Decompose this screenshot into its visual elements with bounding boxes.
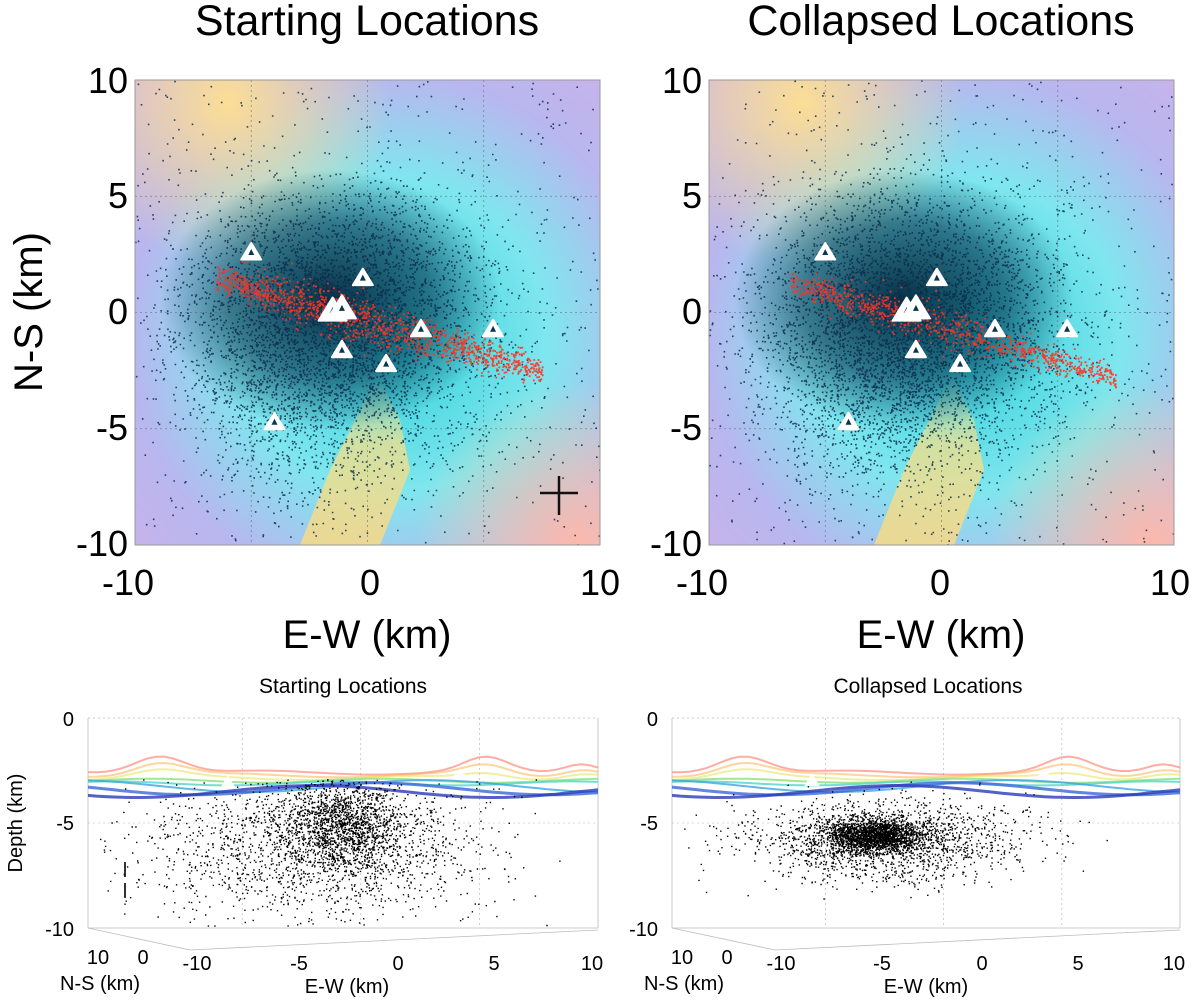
z-tick: -5 (56, 813, 74, 835)
x-tick: -5 (873, 953, 891, 975)
x-tick: 10 (1163, 953, 1185, 975)
station-triangle-inner (248, 249, 255, 256)
section-panel-starting: Starting Locations 0 -5 -10 Depth (km) 1… (5, 675, 603, 998)
x-tick: 10 (580, 562, 620, 603)
station-triangle-inner (417, 325, 424, 332)
map-stations (240, 242, 505, 431)
red-line-dot-cloud (790, 272, 1117, 389)
y-tick: -5 (96, 407, 128, 448)
map-title: Starting Locations (195, 0, 539, 45)
y-tick: 0 (108, 291, 128, 332)
x-tick: 5 (488, 953, 499, 975)
section-station-markers (804, 768, 1053, 786)
y-tick: -10 (76, 523, 128, 564)
ns-tick: 0 (137, 947, 148, 969)
station-triangle-inner (383, 360, 390, 367)
z-tick: -5 (640, 813, 658, 835)
map-panel-collapsed: Collapsed Locations 10 5 0 -5 -10 -10 0 … (650, 0, 1190, 657)
hypocenter-dots (100, 779, 561, 927)
hypocenter-dot-cloud (100, 779, 561, 927)
x-axis-label: E-W (km) (305, 976, 389, 998)
topography-band (671, 784, 1181, 799)
topography-band (671, 761, 1181, 779)
station-triangle-inner (338, 346, 345, 353)
station-triangle-inner (957, 360, 964, 367)
hypocenter-dots (684, 781, 1108, 900)
z-tick: 0 (647, 709, 658, 731)
topography-band (671, 781, 1181, 797)
station-triangle-inner (359, 274, 366, 281)
ns-tick: 10 (671, 947, 693, 969)
y-tick: 10 (88, 60, 128, 101)
y-axis-label: N-S (km) (7, 232, 51, 392)
station-triangle-inner (933, 274, 940, 281)
topography-band (88, 755, 599, 776)
topography-band (87, 784, 599, 799)
topography-band (671, 777, 1181, 784)
y-tick: 0 (682, 291, 702, 332)
x-tick: -10 (767, 953, 796, 975)
section-frame (87, 717, 599, 951)
y-tick: 5 (682, 175, 702, 216)
x-tick: 0 (930, 562, 950, 603)
z-tick: -10 (629, 919, 658, 941)
map-stations (814, 242, 1079, 431)
x-tick: 10 (1150, 562, 1190, 603)
map-red-line-dots (790, 272, 1117, 389)
ns-tick: 10 (87, 947, 109, 969)
topography-surface (671, 755, 1181, 799)
z-tick: 0 (63, 709, 74, 731)
section-title: Starting Locations (259, 675, 427, 698)
station-triangle-inner (822, 249, 829, 256)
y-tick: -10 (650, 523, 702, 564)
x-tick: -10 (102, 562, 154, 603)
station-triangle-inner (271, 418, 278, 425)
map-title: Collapsed Locations (747, 0, 1134, 45)
section-panel-collapsed: Collapsed Locations 0 -5 -10 10 0 -10 -5… (629, 675, 1185, 998)
x-tick: 5 (1072, 953, 1083, 975)
x-tick: 0 (360, 562, 380, 603)
ns-axis-label: N-S (km) (644, 973, 724, 995)
error-cross (540, 476, 578, 515)
map-panel-starting: Starting Locations 10 5 0 -5 -10 -10 0 1… (7, 0, 620, 657)
topography-band (87, 761, 599, 779)
section-station-markers (220, 768, 469, 788)
y-tick: -5 (670, 407, 702, 448)
station-triangle-inner (338, 304, 345, 311)
x-tick: -10 (676, 562, 728, 603)
x-tick: -5 (290, 953, 308, 975)
topography-band (671, 780, 1181, 787)
x-tick: 10 (581, 953, 603, 975)
x-axis-label: E-W (km) (884, 976, 968, 998)
x-tick: -10 (183, 953, 212, 975)
topography-surface (87, 755, 599, 799)
x-tick: 0 (976, 953, 987, 975)
station-triangle-inner (991, 325, 998, 332)
topography-band (87, 777, 599, 784)
hypocenter-dot-cloud (684, 781, 1108, 900)
z-tick: -10 (45, 919, 74, 941)
section-grid (672, 718, 1180, 928)
y-tick: 5 (108, 175, 128, 216)
station-triangle-inner (912, 304, 919, 311)
y-tick: 10 (662, 60, 702, 101)
z-axis-label: Depth (km) (5, 774, 27, 873)
ns-axis-label: N-S (km) (60, 973, 140, 995)
station-triangle-inner (845, 418, 852, 425)
map-frame (134, 79, 601, 546)
section-frame (671, 717, 1181, 951)
station-triangle-inner (912, 346, 919, 353)
topography-band (672, 755, 1181, 776)
topography-band (87, 781, 599, 797)
station-triangle-inner (490, 325, 497, 332)
ns-tick: 0 (721, 947, 732, 969)
x-axis-label: E-W (km) (857, 613, 1026, 657)
x-tick: 0 (392, 953, 403, 975)
map-frame (708, 79, 1175, 546)
x-axis-label: E-W (km) (283, 613, 452, 657)
station-triangle-inner (1064, 325, 1071, 332)
section-title: Collapsed Locations (833, 675, 1022, 698)
